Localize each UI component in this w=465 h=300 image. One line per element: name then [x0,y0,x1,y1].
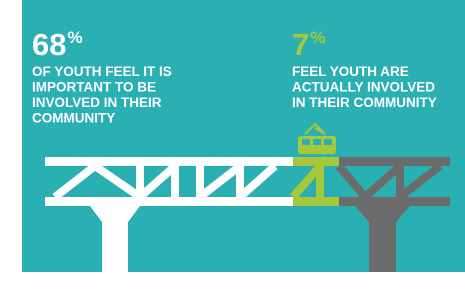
stat-unit: % [310,28,325,47]
stat-text: COMMUNITY [32,111,115,126]
background [22,0,465,272]
stat-text: INVOLVED IN THEIR [32,95,162,110]
stat-number: 68 [32,27,66,62]
stat-text: FEEL YOUTH ARE [292,64,409,79]
stat-number: 7 [292,27,309,62]
infographic: 68% OF YOUTH FEEL IT ISIMPORTANT TO BEINV… [0,0,465,300]
stat-text: OF YOUTH FEEL IT IS [32,64,172,79]
stat-text: IMPORTANT TO BE [32,80,156,95]
stat-text: ACTUALLY INVOLVED [292,80,435,95]
stat-unit: % [67,28,82,47]
stat-text: IN THEIR COMMUNITY [292,95,437,110]
